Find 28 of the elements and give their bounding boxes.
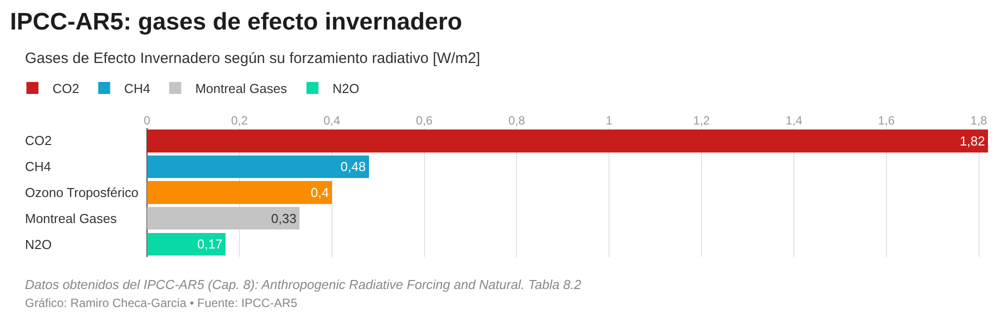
data-label: 0,48 [340, 159, 366, 174]
x-tick-label: 1,4 [786, 114, 803, 128]
x-tick-label: 0,2 [231, 114, 248, 128]
data-label: 0,33 [271, 210, 296, 226]
x-tick-label: 0,4 [323, 114, 341, 128]
y-tick-label: N2O [25, 237, 52, 252]
data-label: 0,4 [310, 185, 329, 200]
chart-title: IPCC-AR5: gases de efecto invernadero [10, 8, 462, 36]
legend-label: Montreal Gases [195, 81, 288, 96]
legend-label: CO2 [52, 81, 80, 96]
x-tick-label: 0,6 [416, 114, 433, 128]
x-tick-label: 0 [144, 114, 151, 128]
y-tick-label: Ozono Troposférico [25, 185, 138, 200]
chart-subtitle: Gases de Efecto Invernadero según su forzamiento radiativo [W/m2] [25, 50, 480, 67]
legend-label: CH4 [124, 81, 150, 96]
y-tick-label: CO2 [25, 133, 52, 148]
data-label: 0,17 [197, 236, 223, 252]
text: Gráfico: Ramiro Checa-Garcia • Fuente: IPCC-AR5 [25, 296, 298, 310]
x-tick-label: 0,8 [508, 114, 526, 128]
text: Datos obtenidos del IPCC-AR5 (Cap. 8): Anthropogenic Radiative Forcing and Natural. Tabla 8.2 [25, 277, 582, 292]
x-tick-label: 1,6 [878, 114, 896, 128]
x-tick-label: 1 [606, 114, 613, 128]
x-tick-label: 1,2 [693, 114, 710, 128]
y-tick-label: CH4 [25, 159, 52, 174]
legend-label: N2O [332, 81, 360, 96]
x-tick-label: 1,8 [970, 114, 988, 128]
y-tick-label: Montreal Gases [25, 211, 118, 226]
data-label: 1,82 [960, 133, 985, 148]
